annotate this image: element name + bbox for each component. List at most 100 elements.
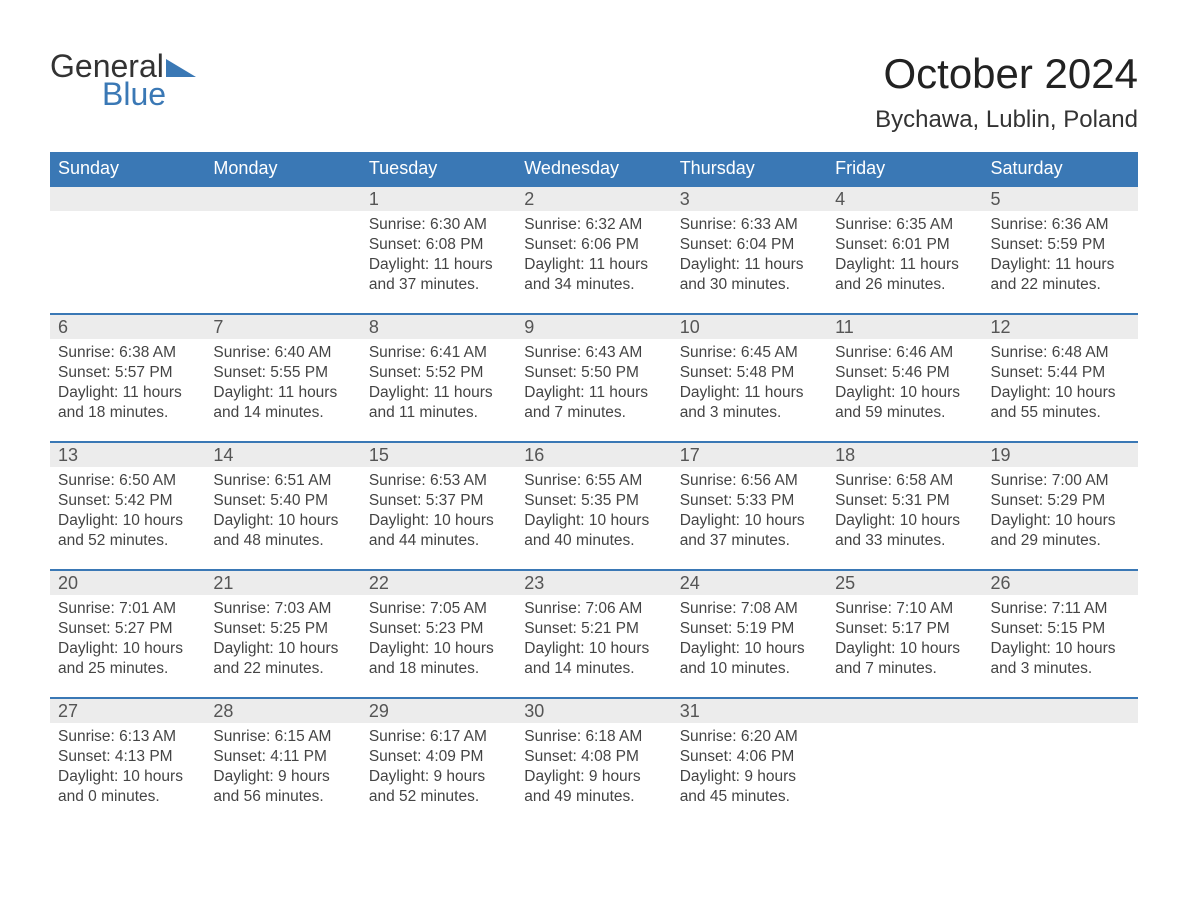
sunset-label: Sunset: <box>991 364 1048 381</box>
calendar-week: 20Sunrise: 7:01 AMSunset: 5:27 PMDayligh… <box>50 569 1138 697</box>
sunset-value: 5:37 PM <box>426 492 484 509</box>
calendar-cell: 10Sunrise: 6:45 AMSunset: 5:48 PMDayligh… <box>672 313 827 441</box>
daylight-label: Daylight: <box>835 512 900 529</box>
sunset-line: Sunset: 5:29 PM <box>991 491 1130 511</box>
sunset-label: Sunset: <box>524 492 581 509</box>
sunset-value: 5:50 PM <box>581 364 639 381</box>
day-body <box>983 723 1138 737</box>
sunrise-label: Sunrise: <box>369 472 430 489</box>
day-number: 28 <box>205 697 360 723</box>
sunrise-label: Sunrise: <box>835 472 896 489</box>
sunset-line: Sunset: 5:35 PM <box>524 491 663 511</box>
daylight-label: Daylight: <box>524 768 589 785</box>
day-number: 10 <box>672 313 827 339</box>
daylight-label: Daylight: <box>991 512 1056 529</box>
sunrise-line: Sunrise: 6:51 AM <box>213 471 352 491</box>
sunrise-value: 6:20 AM <box>741 728 798 745</box>
calendar-cell: 25Sunrise: 7:10 AMSunset: 5:17 PMDayligh… <box>827 569 982 697</box>
daylight-line2: and 7 minutes. <box>524 403 663 423</box>
sunrise-value: 6:46 AM <box>896 344 953 361</box>
daylight-line1: Daylight: 10 hours <box>835 639 974 659</box>
sunset-label: Sunset: <box>369 492 426 509</box>
daylight-line1: Daylight: 11 hours <box>369 255 508 275</box>
sunrise-label: Sunrise: <box>524 728 585 745</box>
sunset-line: Sunset: 5:40 PM <box>213 491 352 511</box>
sunset-label: Sunset: <box>835 620 892 637</box>
sunrise-value: 7:00 AM <box>1052 472 1109 489</box>
day-body: Sunrise: 6:20 AMSunset: 4:06 PMDaylight:… <box>672 723 827 818</box>
sunrise-label: Sunrise: <box>524 472 585 489</box>
daylight-line1: Daylight: 10 hours <box>58 767 197 787</box>
daylight-label: Daylight: <box>835 384 900 401</box>
daylight-label: Daylight: <box>835 256 900 273</box>
daylight-line1: Daylight: 11 hours <box>680 383 819 403</box>
daylight-value1: 11 hours <box>589 256 648 273</box>
daylight-line1: Daylight: 9 hours <box>213 767 352 787</box>
daylight-line2: and 48 minutes. <box>213 531 352 551</box>
sunrise-label: Sunrise: <box>991 472 1052 489</box>
daylight-value1: 10 hours <box>900 512 960 529</box>
sunrise-line: Sunrise: 6:40 AM <box>213 343 352 363</box>
sunset-value: 5:29 PM <box>1047 492 1105 509</box>
sunset-label: Sunset: <box>680 620 737 637</box>
sunset-label: Sunset: <box>58 492 115 509</box>
daylight-label: Daylight: <box>680 384 745 401</box>
day-body: Sunrise: 7:01 AMSunset: 5:27 PMDaylight:… <box>50 595 205 690</box>
sunset-value: 5:15 PM <box>1047 620 1105 637</box>
sunrise-value: 6:13 AM <box>119 728 176 745</box>
sunset-label: Sunset: <box>835 492 892 509</box>
daylight-line1: Daylight: 11 hours <box>213 383 352 403</box>
sunrise-line: Sunrise: 7:00 AM <box>991 471 1130 491</box>
sunset-line: Sunset: 5:42 PM <box>58 491 197 511</box>
day-number: 6 <box>50 313 205 339</box>
day-number: 4 <box>827 185 982 211</box>
sunset-line: Sunset: 5:50 PM <box>524 363 663 383</box>
daylight-label: Daylight: <box>369 512 434 529</box>
day-body: Sunrise: 6:36 AMSunset: 5:59 PMDaylight:… <box>983 211 1138 306</box>
logo-text-blue: Blue <box>102 78 196 110</box>
day-body: Sunrise: 6:55 AMSunset: 5:35 PMDaylight:… <box>516 467 671 562</box>
daylight-label: Daylight: <box>213 640 278 657</box>
day-number: 1 <box>361 185 516 211</box>
daylight-label: Daylight: <box>213 768 278 785</box>
day-number: 3 <box>672 185 827 211</box>
sunrise-value: 6:51 AM <box>275 472 332 489</box>
daylight-line2: and 44 minutes. <box>369 531 508 551</box>
sunset-value: 5:21 PM <box>581 620 639 637</box>
daylight-line1: Daylight: 10 hours <box>58 511 197 531</box>
sunset-value: 5:42 PM <box>115 492 173 509</box>
daylight-label: Daylight: <box>991 384 1056 401</box>
sunset-label: Sunset: <box>213 492 270 509</box>
sunset-label: Sunset: <box>213 364 270 381</box>
sunrise-line: Sunrise: 6:46 AM <box>835 343 974 363</box>
daylight-line1: Daylight: 11 hours <box>524 383 663 403</box>
sunrise-label: Sunrise: <box>991 216 1052 233</box>
day-body: Sunrise: 7:06 AMSunset: 5:21 PMDaylight:… <box>516 595 671 690</box>
daylight-label: Daylight: <box>213 512 278 529</box>
day-body: Sunrise: 7:10 AMSunset: 5:17 PMDaylight:… <box>827 595 982 690</box>
day-body: Sunrise: 6:45 AMSunset: 5:48 PMDaylight:… <box>672 339 827 434</box>
sunset-value: 4:06 PM <box>737 748 795 765</box>
day-number: 5 <box>983 185 1138 211</box>
day-body: Sunrise: 6:40 AMSunset: 5:55 PMDaylight:… <box>205 339 360 434</box>
sunrise-value: 6:17 AM <box>430 728 487 745</box>
sunset-label: Sunset: <box>524 620 581 637</box>
sunrise-label: Sunrise: <box>213 728 274 745</box>
sunrise-line: Sunrise: 6:35 AM <box>835 215 974 235</box>
daylight-line2: and 7 minutes. <box>835 659 974 679</box>
daylight-value1: 9 hours <box>278 768 330 785</box>
sunset-line: Sunset: 5:21 PM <box>524 619 663 639</box>
sunset-label: Sunset: <box>524 364 581 381</box>
daylight-value1: 11 hours <box>433 256 492 273</box>
header: General Blue October 2024 Bychawa, Lubli… <box>50 50 1138 134</box>
day-number: 18 <box>827 441 982 467</box>
sunrise-label: Sunrise: <box>369 216 430 233</box>
sunrise-line: Sunrise: 6:58 AM <box>835 471 974 491</box>
day-header: Sunday <box>50 152 205 185</box>
sunrise-line: Sunrise: 6:36 AM <box>991 215 1130 235</box>
daylight-value1: 10 hours <box>433 512 493 529</box>
daylight-label: Daylight: <box>680 640 745 657</box>
sunrise-value: 6:38 AM <box>119 344 176 361</box>
daylight-label: Daylight: <box>58 384 123 401</box>
daylight-value1: 10 hours <box>900 640 960 657</box>
